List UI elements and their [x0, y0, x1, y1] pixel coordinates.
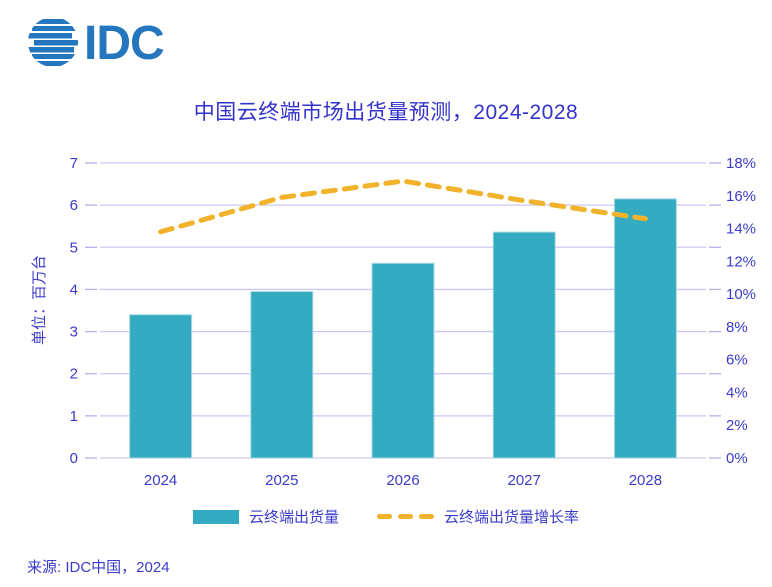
right-axis-tick-label: 16%	[726, 188, 756, 205]
bar-2024	[129, 314, 193, 459]
x-axis-label-2027: 2027	[508, 472, 541, 489]
left-axis-tick-label: 0	[70, 450, 78, 467]
right-axis-tick-label: 18%	[726, 155, 756, 172]
left-axis-tick-label: 5	[70, 239, 78, 256]
legend-label-shipments: 云终端出货量	[248, 509, 339, 526]
legend-bar-swatch-icon	[192, 509, 239, 524]
growth-rate-line	[158, 178, 648, 235]
legend-label-growth-rate: 云终端出货量增长率	[444, 509, 580, 526]
x-axis-label-2026: 2026	[386, 472, 419, 489]
left-axis-tick-label: 7	[70, 155, 78, 172]
bar-2028	[613, 198, 677, 459]
left-axis-tick-label: 6	[70, 197, 78, 214]
right-axis-tick-label: 8%	[726, 319, 748, 336]
left-axis-tick-label: 1	[70, 408, 78, 425]
source-note: 来源: IDC中国，2024	[27, 559, 170, 576]
right-axis-tick-label: 10%	[726, 286, 756, 303]
idc-logo: IDC	[28, 17, 165, 70]
right-axis-tick-label: 2%	[726, 417, 748, 434]
right-axis-tick-label: 4%	[726, 384, 748, 401]
x-axis-label-2025: 2025	[265, 472, 298, 489]
right-axis-tick-label: 6%	[726, 352, 748, 369]
bar-2026	[371, 262, 435, 459]
idc-logo-text: IDC	[84, 17, 164, 70]
left-axis-tick-label: 3	[70, 324, 78, 341]
x-axis-label-2028: 2028	[629, 472, 662, 489]
legend: 云终端出货量 云终端出货量增长率	[0, 506, 772, 527]
right-axis-tick-label: 0%	[726, 450, 748, 467]
legend-dashed-line-icon	[377, 514, 434, 519]
right-axis-tick-label: 14%	[726, 221, 756, 238]
left-axis-tick-label: 4	[70, 281, 78, 298]
x-axis-label-2024: 2024	[144, 472, 177, 489]
left-axis-tick-label: 2	[70, 366, 78, 383]
chart-canvas: 0 1 2 3 4 5 6 7 0% 2% 4% 6% 8% 10% 12% 14% 16% 18% 2024 202…	[70, 155, 756, 489]
chart-title: 中国云终端市场出货量预测，2024-2028	[193, 101, 579, 124]
idc-globe-icon	[28, 19, 78, 66]
bar-2027	[492, 231, 556, 459]
bar-2025	[250, 291, 314, 459]
right-axis-tick-label: 12%	[726, 253, 756, 270]
